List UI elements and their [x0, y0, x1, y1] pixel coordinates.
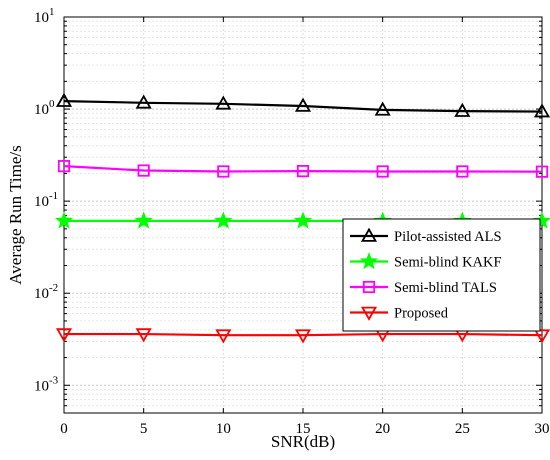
- series-point: [135, 94, 152, 109]
- legend-item: Proposed: [350, 306, 449, 322]
- series-point: [217, 165, 230, 178]
- y-tick-label: 10-1: [34, 190, 58, 210]
- series-point: [134, 211, 153, 229]
- series-point: [456, 165, 469, 178]
- series-point: [360, 227, 378, 242]
- series-point: [135, 328, 152, 343]
- series-point: [360, 306, 378, 321]
- series-point: [374, 101, 391, 116]
- series-point: [533, 329, 550, 344]
- x-tick-label: 25: [455, 421, 470, 437]
- legend: Pilot-assisted ALS Semi-blind KAKF Semi-bl…: [342, 218, 541, 332]
- series-point: [55, 328, 73, 343]
- x-tick-label: 20: [375, 421, 390, 437]
- legend-item: Semi-blind KAKF: [350, 251, 502, 271]
- legend-label: Proposed: [394, 306, 449, 322]
- series-point: [535, 165, 549, 178]
- y-tick-label: 10-3: [34, 374, 59, 394]
- series-point: [215, 95, 232, 110]
- y-tick-label: 10-2: [34, 282, 58, 302]
- series-point: [362, 280, 376, 294]
- series-line: [63, 165, 543, 173]
- series-point: [294, 97, 312, 112]
- series-line: [64, 332, 543, 337]
- series-point: [532, 211, 550, 229]
- legend-label: Pilot-assisted ALS: [394, 229, 502, 245]
- y-axis-label: Average Run Time/s: [6, 145, 25, 284]
- series-point: [57, 160, 71, 173]
- series-point: [137, 164, 150, 177]
- legend-item: Semi-blind TALS: [350, 280, 497, 296]
- series-point: [533, 103, 550, 118]
- legend-item: Pilot-assisted ALS: [350, 227, 502, 245]
- x-tick-label: 10: [216, 421, 231, 437]
- series-point: [454, 102, 471, 117]
- legend-label: Semi-blind TALS: [394, 280, 497, 296]
- series-line: [63, 100, 543, 113]
- series-point: [54, 211, 74, 229]
- x-tick-label: 15: [296, 421, 311, 437]
- tick-layer: 0 5 10 15 20 25 30 101 100 10-1 10-2 10-3: [34, 6, 550, 437]
- series-semi-blind-tals: [57, 160, 549, 178]
- series-point: [294, 329, 312, 344]
- series-point: [359, 251, 379, 270]
- series-point: [214, 211, 233, 229]
- x-tick-label: 30: [535, 421, 550, 437]
- x-tick-label: 5: [140, 421, 148, 437]
- series-point: [296, 164, 310, 178]
- series-point: [55, 92, 73, 107]
- x-tick-label: 0: [60, 421, 68, 437]
- y-tick-label: 101: [34, 6, 55, 26]
- x-axis-label: SNR(dB): [271, 432, 335, 451]
- series-point: [215, 329, 232, 344]
- legend-label: Semi-blind KAKF: [394, 255, 502, 271]
- series-pilot-assisted-als: [55, 92, 550, 118]
- series-point: [293, 211, 313, 229]
- series-point: [376, 165, 389, 178]
- y-tick-label: 100: [34, 98, 55, 118]
